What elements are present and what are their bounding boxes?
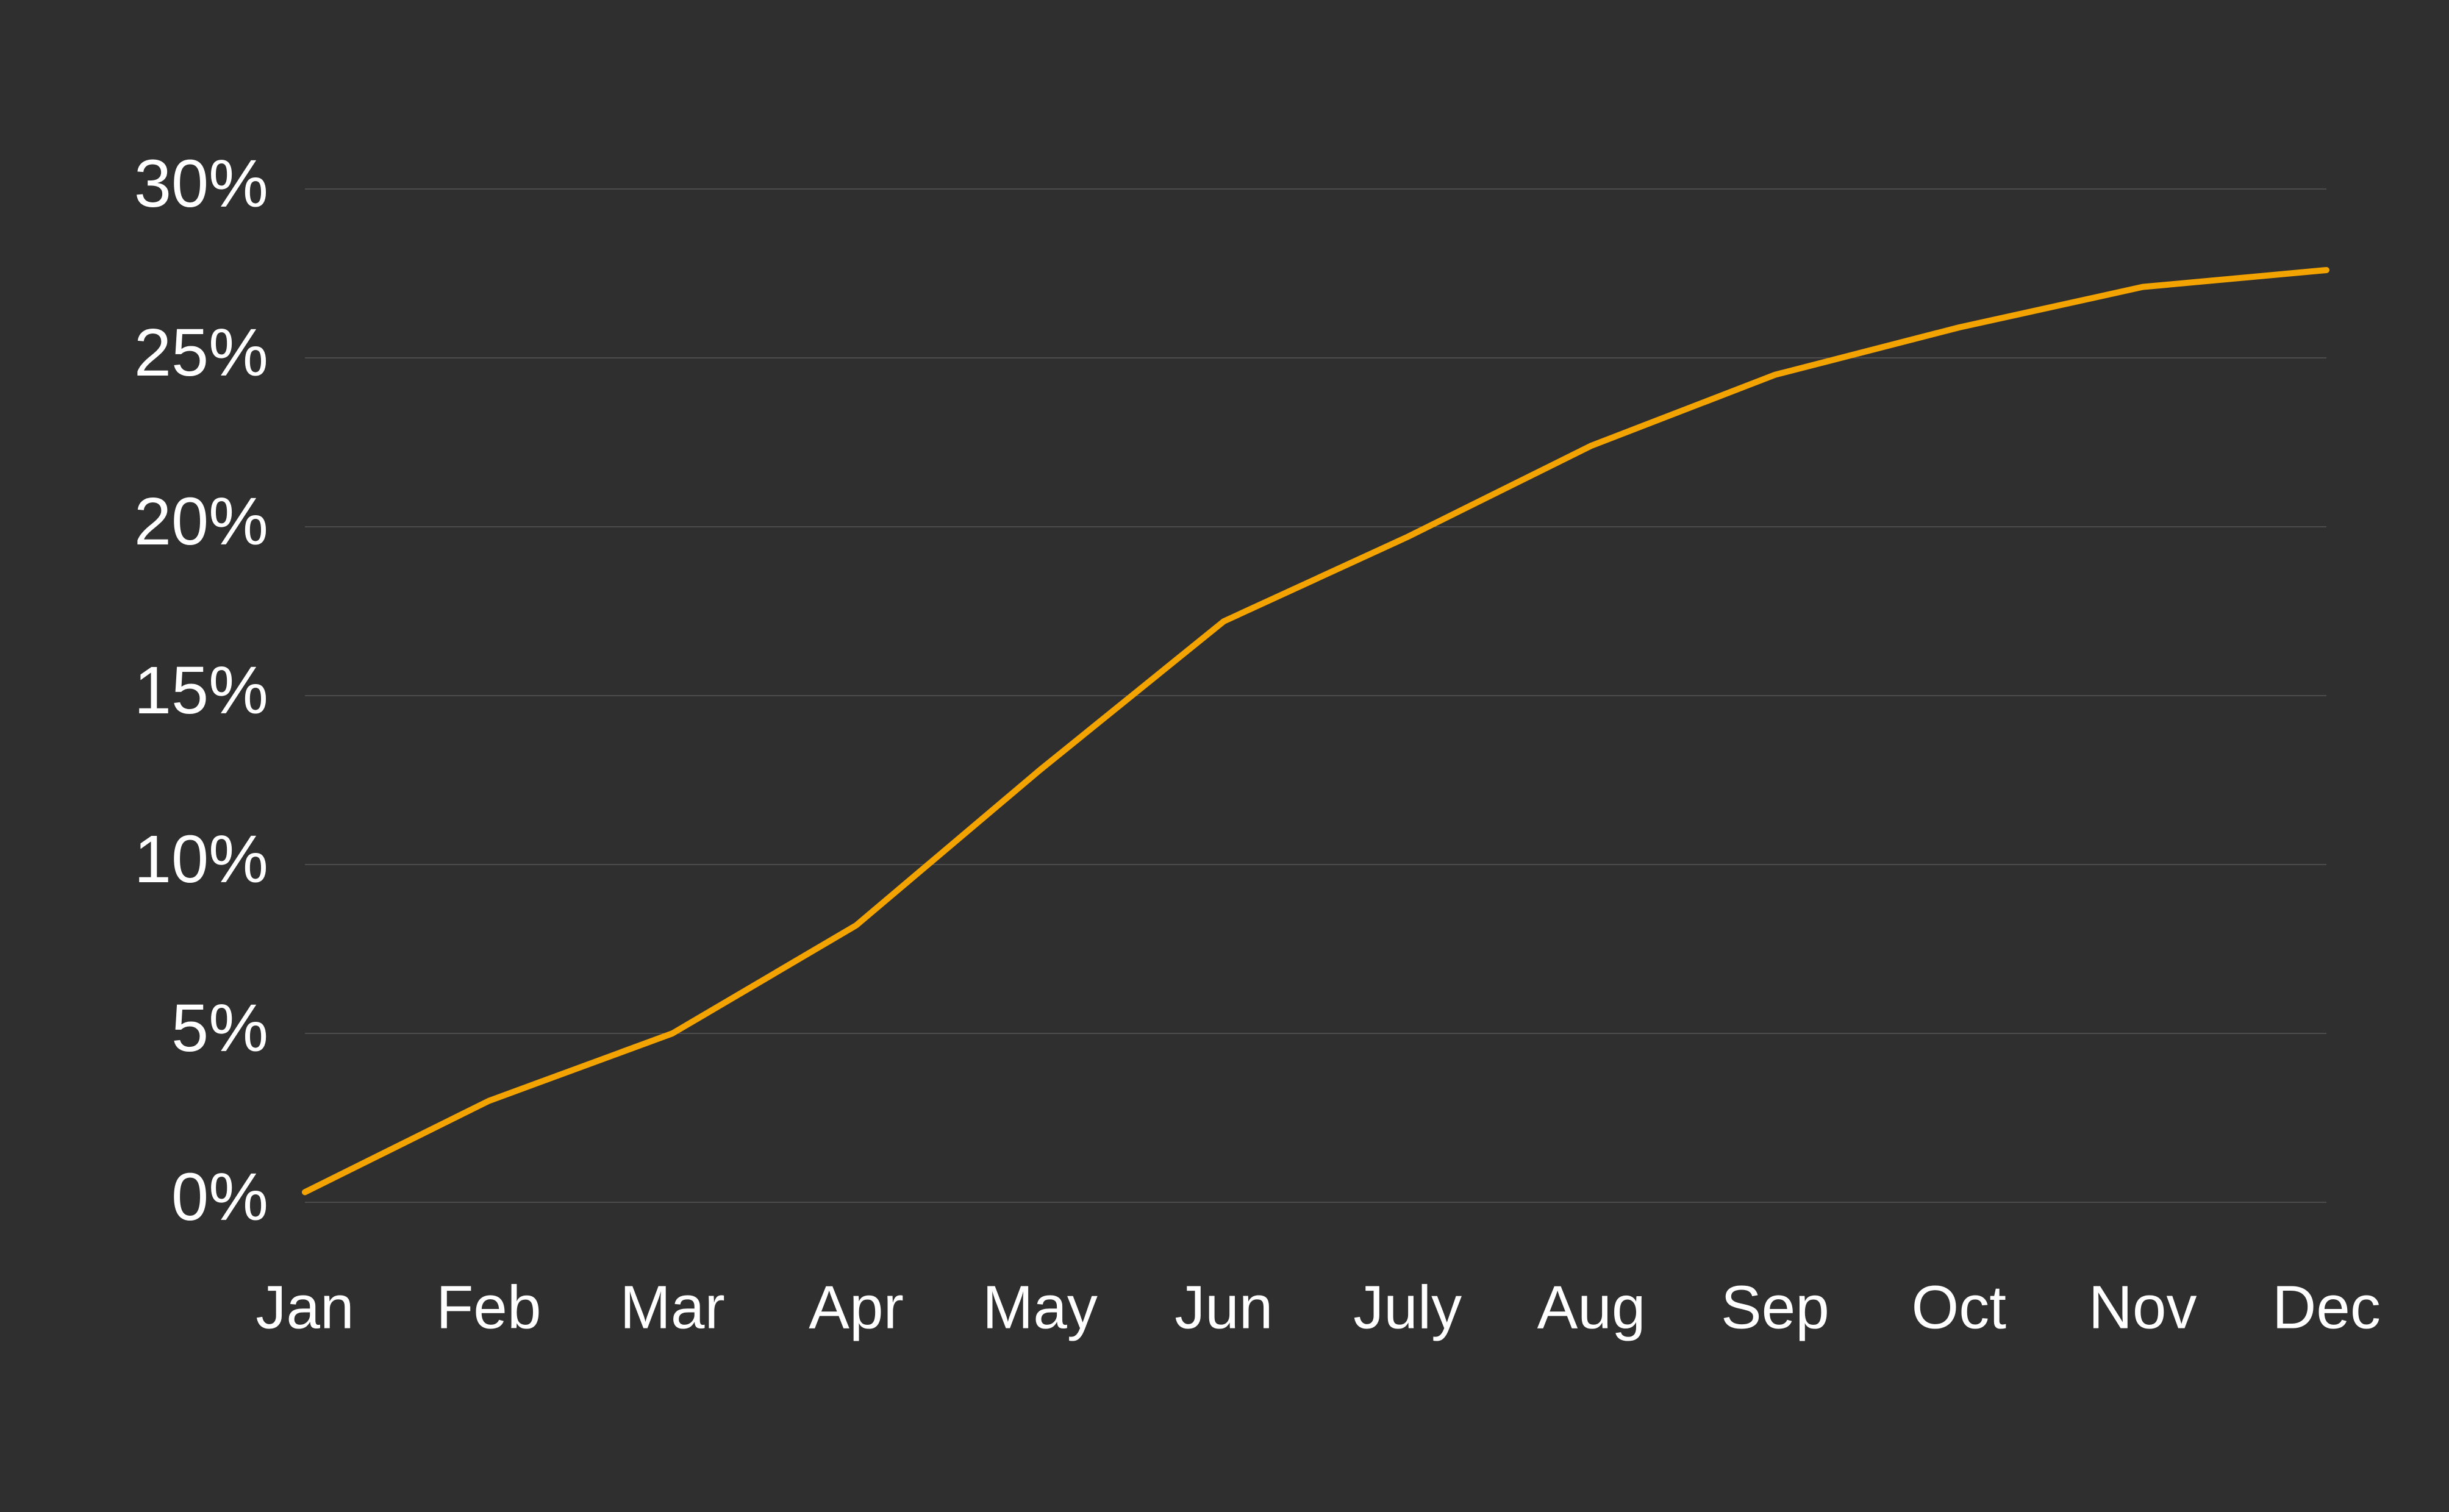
x-axis-tick-label: Nov (2089, 1273, 2197, 1341)
y-axis-tick-label: 5% (171, 991, 268, 1066)
x-axis-tick-label: Feb (436, 1273, 541, 1341)
chart-svg: 0% 5% 10% 15% 20% 25% 30% Jan Feb Mar Apr May Jun Jul… (0, 0, 2449, 1512)
x-axis-tick-label: Mar (620, 1273, 725, 1341)
x-axis-tick-label: Jun (1174, 1273, 1273, 1341)
x-axis-tick-label: Aug (1537, 1273, 1646, 1341)
y-axis-tick-label: 10% (134, 822, 268, 897)
x-axis-tick-label: May (982, 1273, 1098, 1341)
y-axis-tick-label: 30% (134, 146, 268, 221)
y-axis-tick-label: 15% (134, 653, 268, 728)
y-axis-tick-label: 0% (171, 1160, 268, 1235)
x-axis-tick-label: Apr (809, 1273, 904, 1341)
x-axis-tick-label: Oct (1911, 1273, 2006, 1341)
x-axis-tick-label: Sep (1721, 1273, 1829, 1341)
line-chart: 0% 5% 10% 15% 20% 25% 30% Jan Feb Mar Apr May Jun Jul… (0, 0, 2449, 1512)
x-axis-tick-label: Jan (256, 1273, 354, 1341)
y-axis-tick-label: 20% (134, 484, 268, 559)
x-axis-tick-label: July (1353, 1273, 1462, 1341)
y-axis-tick-label: 25% (134, 315, 268, 390)
x-axis-tick-label: Dec (2272, 1273, 2381, 1341)
